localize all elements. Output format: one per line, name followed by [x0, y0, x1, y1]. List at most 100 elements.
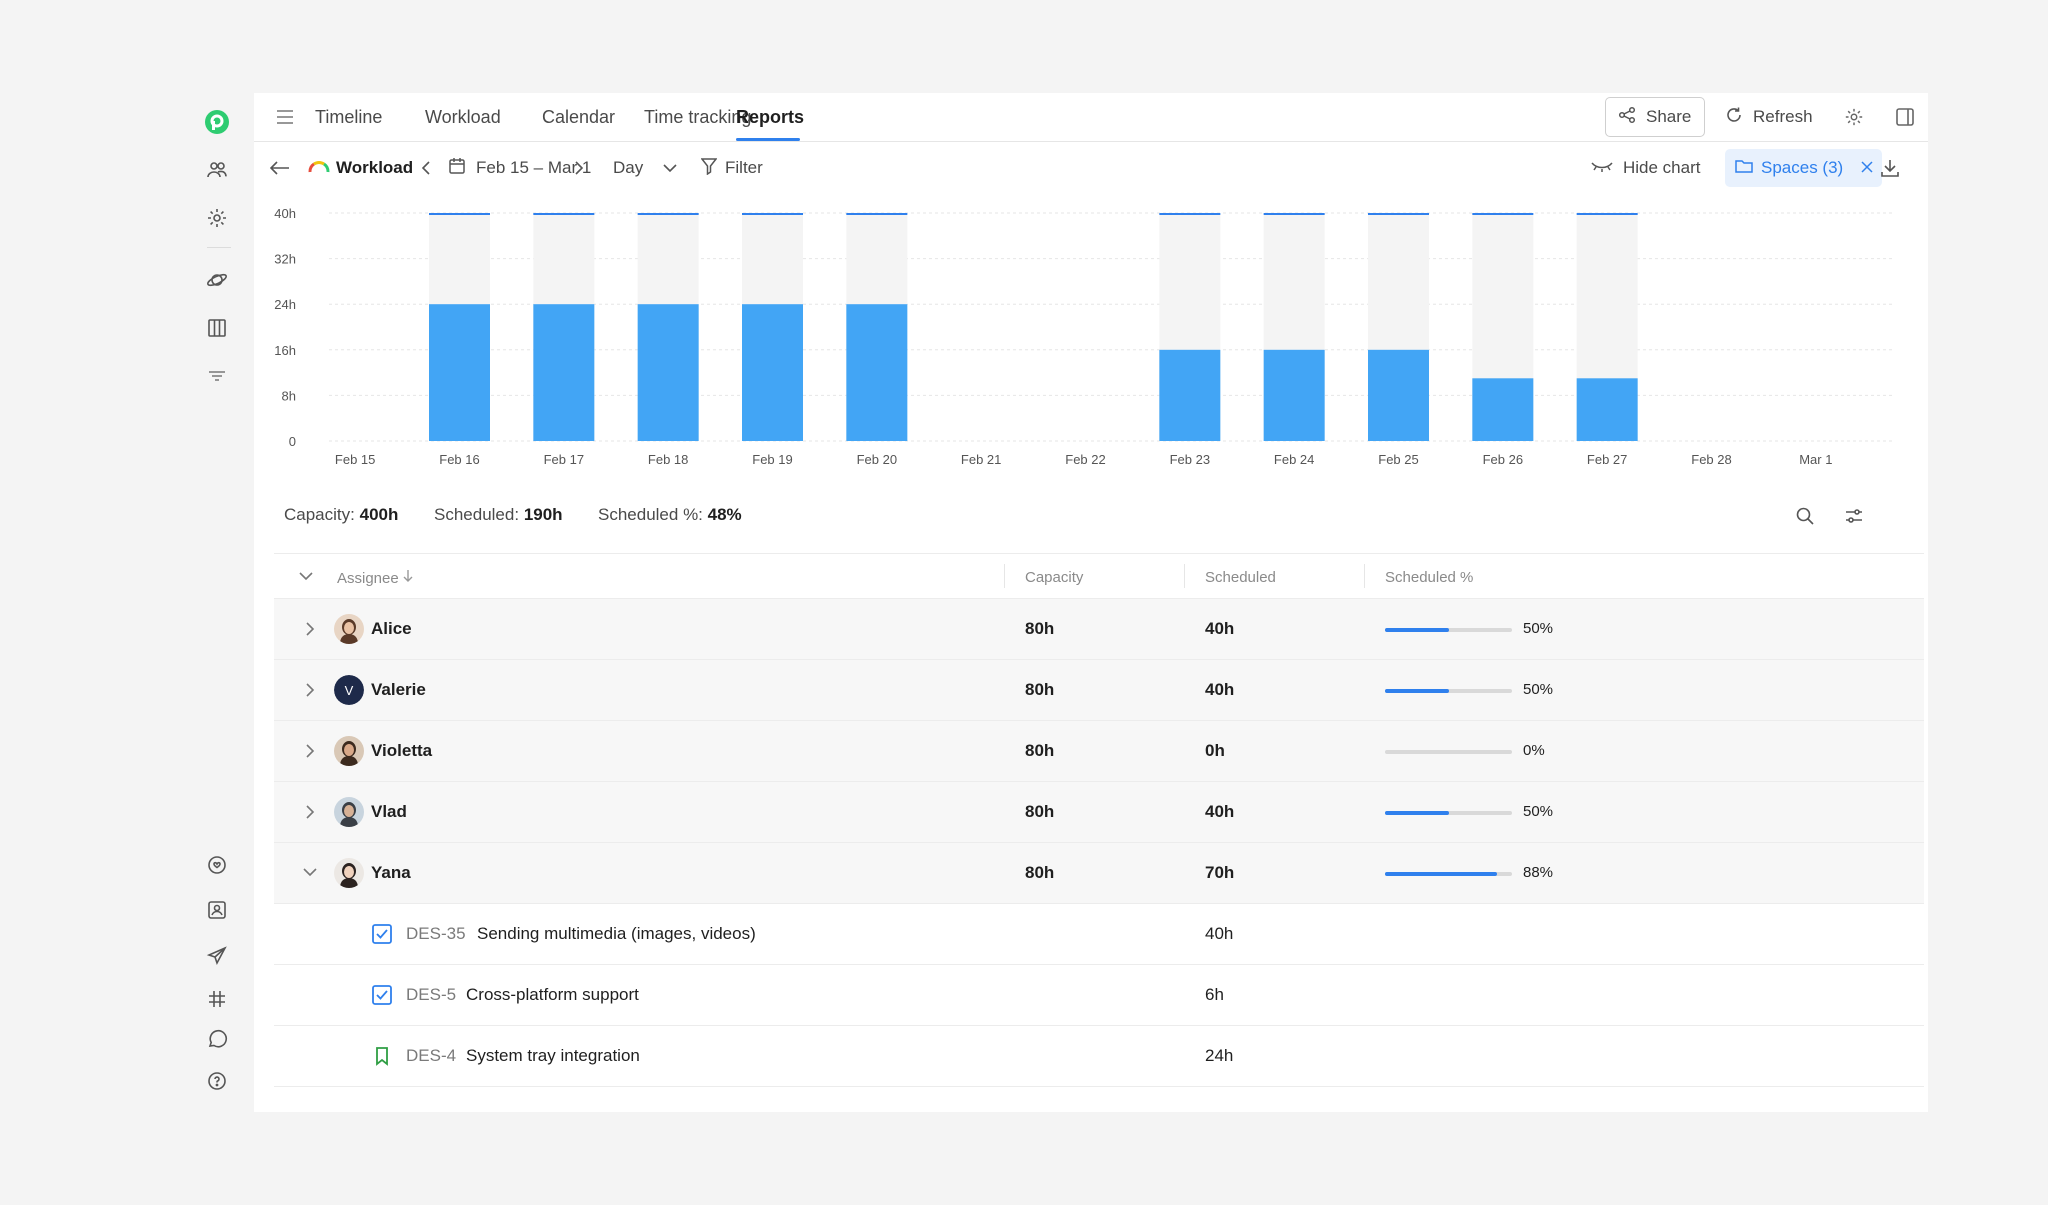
date-range-label: Feb 15 – Mar 1: [476, 158, 592, 177]
spaces-filter-chip[interactable]: Spaces (3): [1725, 149, 1882, 187]
assignee-name: Yana: [371, 863, 411, 882]
report-title: Workload: [308, 143, 413, 193]
hide-chart-button[interactable]: Hide chart: [1591, 143, 1700, 193]
columns-icon[interactable]: [202, 313, 232, 343]
filter-button[interactable]: Filter: [700, 143, 763, 193]
tab-workload[interactable]: Workload: [425, 107, 501, 127]
table-row[interactable]: Alice 80h 40h 50%: [274, 599, 1924, 660]
next-range-chevron-icon[interactable]: [574, 143, 584, 193]
header-scheduled-pct[interactable]: Scheduled %: [1385, 569, 1474, 586]
help-icon[interactable]: [202, 1066, 232, 1096]
table-row[interactable]: Yana 80h 70h 88%: [274, 843, 1924, 904]
scheduled-bar: [637, 304, 699, 441]
whatsapp-icon[interactable]: [202, 1024, 232, 1054]
back-arrow-icon[interactable]: [270, 143, 290, 193]
avatar: [334, 797, 364, 827]
share-button[interactable]: Share: [1605, 97, 1705, 137]
column-divider: [1184, 564, 1185, 588]
date-range-picker[interactable]: Feb 15 – Mar 1: [448, 143, 591, 193]
search-icon[interactable]: [1790, 501, 1820, 531]
side-panel-toggle-icon[interactable]: [1890, 102, 1920, 132]
task-name[interactable]: System tray integration: [466, 1046, 640, 1065]
scheduled-pct-value: 88%: [1523, 864, 1554, 881]
chevron-right-icon[interactable]: [298, 678, 322, 702]
share-label: Share: [1646, 107, 1692, 126]
x-tick-label: Feb 28: [1691, 452, 1731, 467]
task-row[interactable]: DES-35 Sending multimedia (images, video…: [274, 904, 1924, 965]
assignee-name: Valerie: [371, 680, 426, 699]
scheduled-progress-bar: [1385, 872, 1512, 876]
download-icon[interactable]: [1875, 153, 1905, 183]
capacity-label: Capacity:: [284, 505, 355, 524]
scheduled-pct-value: 48%: [707, 505, 742, 524]
scheduled-value: 40h: [1205, 619, 1235, 638]
contact-card-icon[interactable]: [202, 895, 232, 925]
x-tick-label: Feb 26: [1483, 452, 1523, 467]
clear-spaces-close-icon[interactable]: [1861, 158, 1873, 178]
task-name[interactable]: Sending multimedia (images, videos): [477, 924, 756, 943]
spaces-label: Spaces (3): [1761, 158, 1844, 177]
prev-range-chevron-icon[interactable]: [421, 143, 431, 193]
x-tick-label: Mar 1: [1799, 452, 1832, 467]
avatar: [334, 736, 364, 766]
table-row[interactable]: Vlad 80h 40h 50%: [274, 782, 1924, 843]
task-row[interactable]: DES-5 Cross-platform support 6h: [274, 965, 1924, 1026]
slack-icon[interactable]: [202, 984, 232, 1014]
header-assignee[interactable]: Assignee: [337, 569, 413, 587]
filter-label: Filter: [725, 158, 763, 177]
task-row[interactable]: DES-4 System tray integration 24h: [274, 1026, 1924, 1087]
planet-icon[interactable]: [202, 265, 232, 295]
chevron-right-icon[interactable]: [298, 739, 322, 763]
scheduled-progress-bar: [1385, 628, 1512, 632]
send-icon[interactable]: [202, 941, 232, 971]
settings-gear-icon[interactable]: [202, 203, 232, 233]
scheduled-bar: [846, 304, 908, 441]
chevron-down-icon[interactable]: [298, 861, 322, 885]
collapse-all-chevron-icon[interactable]: [294, 564, 318, 588]
capacity-value: 80h: [1025, 741, 1055, 760]
x-tick-label: Feb 25: [1378, 452, 1418, 467]
logo-icon[interactable]: [202, 107, 232, 137]
granularity-select[interactable]: Day: [613, 143, 677, 193]
column-settings-sliders-icon[interactable]: [1839, 501, 1869, 531]
filter-lines-icon[interactable]: [202, 361, 232, 391]
header-scheduled[interactable]: Scheduled: [1205, 569, 1276, 586]
active-tab-indicator: [736, 138, 800, 141]
scheduled-pct-value: 50%: [1523, 803, 1554, 820]
task-name[interactable]: Cross-platform support: [466, 985, 639, 1004]
task-key[interactable]: DES-5: [406, 985, 457, 1004]
summary-capacity: Capacity: 400h: [284, 505, 398, 525]
report-settings-icon[interactable]: [1839, 102, 1869, 132]
tab-calendar[interactable]: Calendar: [542, 107, 616, 127]
column-divider: [1364, 564, 1365, 588]
scheduled-pct-label: Scheduled %:: [598, 505, 703, 524]
sort-down-arrow-icon: [403, 570, 413, 587]
granularity-label: Day: [613, 158, 644, 177]
refresh-button[interactable]: Refresh: [1725, 97, 1813, 137]
scheduled-bar: [742, 304, 803, 441]
y-tick-label: 32h: [274, 252, 296, 267]
x-tick-label: Feb 21: [961, 452, 1001, 467]
assignee-name: Violetta: [371, 741, 433, 760]
scheduled-pct-value: 50%: [1523, 620, 1554, 637]
x-tick-label: Feb 16: [439, 452, 479, 467]
chat-heart-icon[interactable]: [202, 850, 232, 880]
summary-scheduled: Scheduled: 190h: [434, 505, 563, 525]
menu-icon[interactable]: [273, 105, 297, 129]
chevron-right-icon[interactable]: [298, 800, 322, 824]
header-capacity[interactable]: Capacity: [1025, 569, 1084, 586]
table-row[interactable]: Violetta 80h 0h 0%: [274, 721, 1924, 782]
tab-time-tracking[interactable]: Time tracking: [644, 107, 752, 127]
chevron-right-icon[interactable]: [298, 617, 322, 641]
table-row[interactable]: V Valerie 80h 40h 50%: [274, 660, 1924, 721]
task-scheduled-value: 6h: [1205, 985, 1224, 1004]
scheduled-bar: [1472, 378, 1534, 441]
tab-timeline[interactable]: Timeline: [315, 107, 383, 127]
task-key[interactable]: DES-4: [406, 1046, 457, 1065]
task-scheduled-value: 40h: [1205, 924, 1234, 943]
task-key[interactable]: DES-35: [406, 924, 466, 943]
tab-reports[interactable]: Reports: [736, 107, 805, 127]
y-tick-label: 24h: [274, 297, 296, 312]
people-icon[interactable]: [202, 155, 232, 185]
main-panel: Timeline Workload Calendar Time tracking…: [254, 93, 1928, 1112]
